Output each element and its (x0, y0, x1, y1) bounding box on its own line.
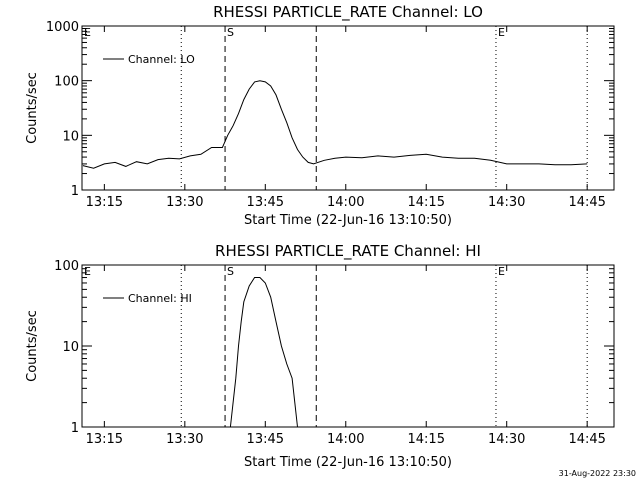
marker-label: S (227, 26, 234, 39)
y-ticks: 1 10 100 1000 (46, 20, 614, 199)
x-tick-label: 14:00 (327, 432, 364, 447)
chart-title: RHESSI PARTICLE_RATE Channel: LO (213, 3, 483, 22)
y-tick-label: 100 (54, 259, 79, 274)
x-tick-label: 13:30 (166, 432, 203, 447)
plot-frame (81, 25, 615, 191)
y-axis-label: Counts/sec (25, 72, 40, 144)
y-tick-label: 10 (62, 129, 79, 144)
x-tick-label: 13:15 (86, 195, 123, 210)
x-tick-label: 14:45 (568, 195, 605, 210)
legend-label: Channel: HI (128, 292, 192, 305)
x-tick-label: 13:30 (166, 195, 203, 210)
x-ticks: 13:15 13:30 13:45 14:00 14:15 14:30 14:45 (86, 26, 606, 210)
y-tick-label: 10 (62, 340, 79, 355)
chart-title: RHESSI PARTICLE_RATE Channel: HI (215, 242, 481, 261)
y-axis-label: Counts/sec (25, 310, 40, 382)
x-tick-label: 13:15 (86, 432, 123, 447)
marker-label: E (498, 265, 505, 278)
x-axis-label: Start Time (22-Jun-16 13:10:50) (244, 455, 452, 470)
y-ticks: 1 10 100 (54, 259, 614, 436)
x-tick-label: 13:45 (247, 432, 284, 447)
x-tick-label: 14:30 (488, 432, 525, 447)
x-tick-label: 14:15 (408, 195, 445, 210)
x-tick-label: 14:30 (488, 195, 525, 210)
y-tick-label: 1 (71, 421, 79, 436)
x-axis-label: Start Time (22-Jun-16 13:10:50) (244, 213, 452, 228)
marker-label: E (84, 26, 91, 39)
y-tick-label: 1 (71, 184, 79, 199)
x-tick-label: 13:45 (247, 195, 284, 210)
y-tick-label: 100 (54, 75, 79, 90)
panel-hi: RHESSI PARTICLE_RATE Channel: HI Counts/… (25, 242, 615, 470)
x-ticks: 13:15 13:30 13:45 14:00 14:15 14:30 14:45 (86, 265, 606, 447)
panel-lo: RHESSI PARTICLE_RATE Channel: LO Counts/… (25, 3, 615, 228)
marker-label: S (227, 265, 234, 278)
x-tick-label: 14:00 (327, 195, 364, 210)
x-tick-label: 14:15 (408, 432, 445, 447)
x-tick-label: 14:45 (568, 432, 605, 447)
series-line-lo (82, 80, 588, 169)
plot-frame (81, 264, 615, 428)
timestamp-footer: 31-Aug-2022 23:30 (559, 469, 636, 478)
series-line-hi (229, 277, 298, 428)
marker-label: E (84, 265, 91, 278)
y-tick-label: 1000 (46, 20, 79, 35)
marker-label: E (498, 26, 505, 39)
legend-label: Channel: LO (128, 53, 195, 66)
